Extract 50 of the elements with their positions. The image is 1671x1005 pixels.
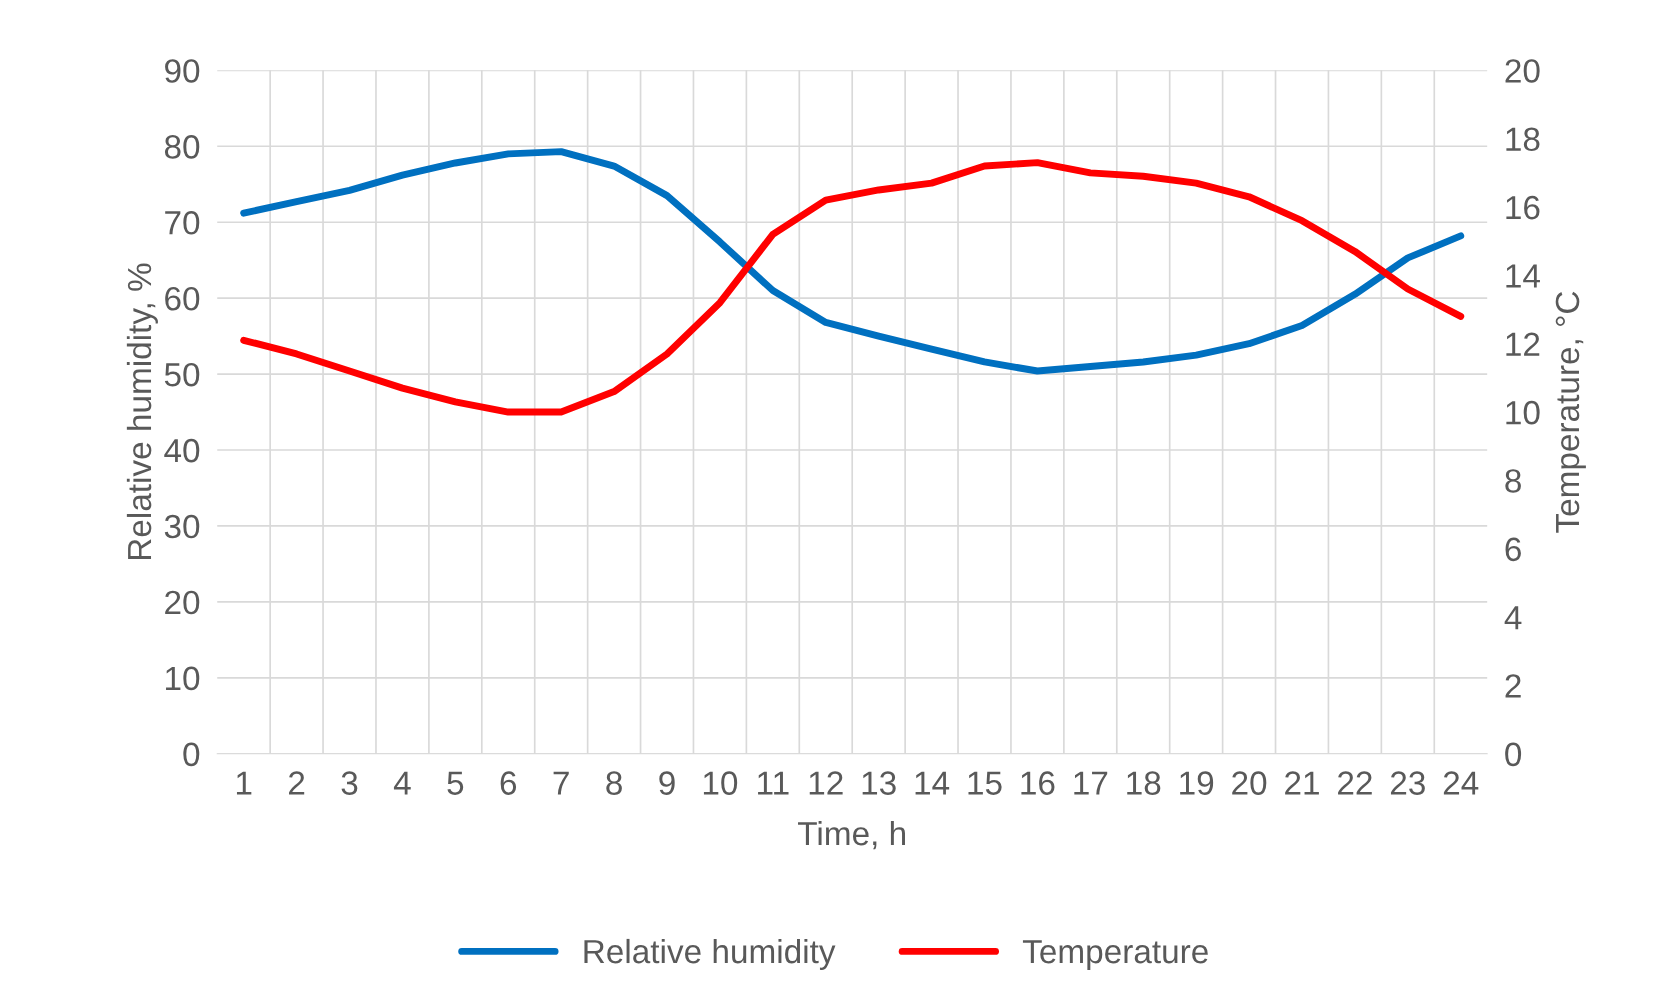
y-tick-label: 60 (165, 286, 200, 311)
y-tick-label: 0 (183, 742, 200, 767)
y2-tick-label: 18 (1506, 127, 1540, 152)
y-tick-label: 40 (164, 438, 200, 463)
x-tick-label: 20 (1232, 771, 1267, 795)
x-tick-label: 11 (758, 771, 789, 795)
x-tick-label: 12 (809, 771, 843, 795)
x-tick-label: 6 (500, 771, 517, 795)
y2-tick-label: 20 (1505, 59, 1540, 83)
y2-tick-label: 6 (1505, 537, 1521, 562)
y-tick-label: 70 (165, 211, 200, 235)
x-tick-label: 3 (341, 771, 358, 795)
x-tick-label: 17 (1074, 771, 1108, 795)
x-tick-label: 24 (1443, 771, 1479, 795)
x-tick-label: 10 (703, 771, 738, 795)
legend-label: Temperature (1022, 940, 1208, 970)
x-tick-label: 19 (1180, 771, 1214, 795)
y-tick-label: 80 (164, 135, 200, 159)
y2-tick-label: 12 (1506, 332, 1540, 356)
x-tick-label: 18 (1127, 771, 1161, 795)
y2-tick-label: 8 (1505, 469, 1521, 493)
y2-tick-label: 2 (1505, 674, 1521, 698)
x-tick-label: 2 (289, 771, 305, 795)
x-tick-label: 16 (1021, 771, 1055, 795)
x-tick-label: 9 (659, 771, 675, 795)
x-tick-label: 4 (393, 771, 411, 795)
x-tick-label: 13 (862, 771, 896, 795)
x-tick-label: 22 (1338, 771, 1372, 795)
y2-tick-label: 10 (1506, 400, 1540, 425)
x-tick-label: 21 (1285, 771, 1319, 795)
y-tick-label: 30 (164, 514, 200, 539)
y2-axis-title: Temperature, °C (1555, 291, 1586, 533)
y-tick-label: 90 (165, 59, 200, 83)
y-tick-label: 20 (165, 590, 200, 615)
y-tick-label: 10 (166, 666, 200, 691)
x-tick-label: 14 (915, 771, 950, 795)
y2-tick-label: 0 (1505, 742, 1522, 767)
x-tick-label: 15 (968, 771, 1002, 795)
y-axis-title: Relative humidity, % (126, 263, 158, 560)
y2-tick-label: 14 (1506, 264, 1540, 288)
y2-tick-label: 4 (1504, 606, 1522, 630)
x-axis-title: Time, h (798, 820, 905, 850)
x-tick-label: 8 (606, 771, 622, 795)
x-tick-label: 7 (553, 771, 569, 795)
y-tick-label: 50 (164, 362, 200, 387)
x-tick-label: 5 (447, 771, 464, 795)
x-tick-label: 23 (1390, 771, 1425, 795)
legend-label: Relative humidity (584, 938, 836, 970)
x-tick-label: 1 (236, 771, 252, 795)
y2-tick-label: 16 (1506, 195, 1540, 220)
